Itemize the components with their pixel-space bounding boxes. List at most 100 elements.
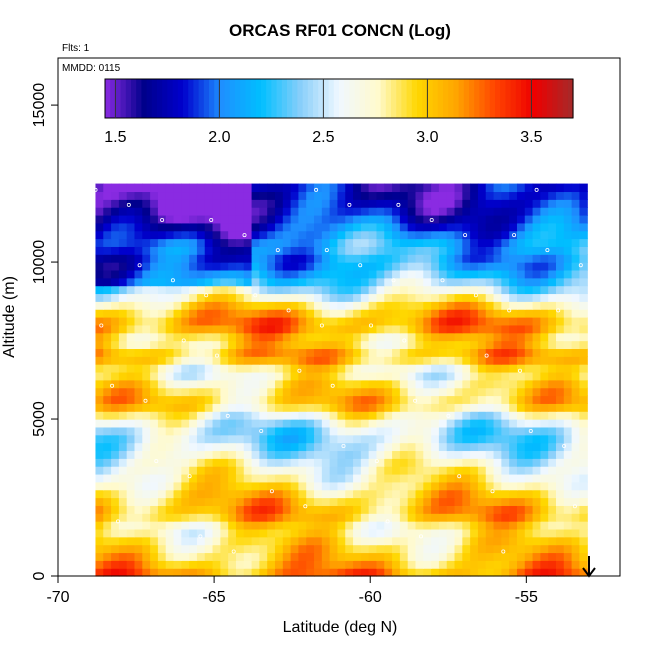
heatmap-cell <box>173 254 182 263</box>
heatmap-cell <box>376 356 385 365</box>
heatmap-cell <box>563 332 573 342</box>
heatmap-cell <box>290 309 300 318</box>
heatmap-cell <box>228 340 237 349</box>
heatmap-cell <box>516 230 526 240</box>
heatmap-cell <box>282 560 292 569</box>
heatmap-cell <box>509 332 518 342</box>
heatmap-cell <box>251 222 260 232</box>
heatmap-cell <box>446 301 456 310</box>
heatmap-cell <box>103 364 112 373</box>
heatmap-cell <box>392 450 401 459</box>
heatmap-cell <box>251 426 260 436</box>
heatmap-cell <box>501 411 510 420</box>
heatmap-cell <box>353 254 362 263</box>
heatmap-cell <box>532 395 541 404</box>
heatmap-cell <box>345 419 354 428</box>
heatmap-cell <box>493 560 502 569</box>
heatmap-cell <box>462 528 471 538</box>
heatmap-cell <box>282 214 292 224</box>
heatmap-cell <box>321 560 331 569</box>
heatmap-cell <box>204 387 214 397</box>
heatmap-cell <box>353 528 362 538</box>
heatmap-cell <box>415 497 424 506</box>
heatmap-cell <box>392 505 401 514</box>
heatmap-cell <box>95 434 104 444</box>
heatmap-cell <box>267 481 276 491</box>
heatmap-cell <box>306 199 315 208</box>
heatmap-cell <box>399 411 409 420</box>
heatmap-cell <box>431 403 440 412</box>
heatmap-cell <box>118 505 128 514</box>
heatmap-cell <box>509 450 518 459</box>
heatmap-cell <box>220 309 229 318</box>
heatmap-cell <box>431 301 440 310</box>
heatmap-cell <box>423 183 432 193</box>
heatmap-cell <box>157 489 167 499</box>
heatmap-cell <box>142 214 151 224</box>
heatmap-cell <box>360 277 370 287</box>
heatmap-cell <box>415 317 424 326</box>
heatmap-cell <box>431 332 440 342</box>
heatmap-cell <box>399 458 409 467</box>
heatmap-cell <box>189 489 198 499</box>
heatmap-cell <box>462 301 471 310</box>
heatmap-cell <box>298 309 307 318</box>
heatmap-cell <box>290 207 300 216</box>
heatmap-cell <box>493 434 502 444</box>
heatmap-cell <box>360 481 370 491</box>
colorbar-swatch <box>505 79 512 118</box>
heatmap-cell <box>282 481 292 491</box>
heatmap-cell <box>415 285 424 295</box>
heatmap-cell <box>485 246 495 255</box>
heatmap-cell <box>111 269 120 279</box>
heatmap-cell <box>189 317 198 326</box>
heatmap-cell <box>477 222 487 232</box>
heatmap-cell <box>228 199 237 208</box>
heatmap-cell <box>516 489 526 499</box>
heatmap-cell <box>111 513 120 522</box>
heatmap-cell <box>532 301 541 310</box>
heatmap-cell <box>314 269 323 279</box>
heatmap-cell <box>509 434 518 444</box>
heatmap-cell <box>314 395 323 404</box>
heatmap-cell <box>462 356 471 365</box>
heatmap-cell <box>314 277 323 287</box>
colorbar-swatch <box>510 79 517 118</box>
heatmap-cell <box>540 568 549 577</box>
heatmap-cell <box>165 246 175 255</box>
heatmap-cell <box>423 364 432 373</box>
heatmap-cell <box>353 442 362 452</box>
heatmap-cell <box>345 403 354 412</box>
heatmap-cell <box>384 301 393 310</box>
heatmap-cell <box>462 395 471 404</box>
heatmap-cell <box>118 230 128 240</box>
heatmap-cell <box>360 222 370 232</box>
colorbar-swatch <box>250 79 257 118</box>
heatmap-cell <box>134 450 143 459</box>
heatmap-cell <box>181 473 190 483</box>
heatmap-cell <box>345 536 354 546</box>
heatmap-cell <box>477 505 487 514</box>
heatmap-cell <box>228 364 237 373</box>
heatmap-cell <box>501 371 510 381</box>
heatmap-cell <box>243 395 253 404</box>
heatmap-cell <box>384 552 393 561</box>
heatmap-cell <box>516 269 526 279</box>
heatmap-cell <box>142 324 151 334</box>
heatmap-cell <box>267 332 276 342</box>
heatmap-cell <box>524 301 534 310</box>
heatmap-cell <box>454 371 463 381</box>
heatmap-cell <box>555 379 565 389</box>
heatmap-cell <box>462 505 471 514</box>
heatmap-cell <box>571 324 581 334</box>
heatmap-cell <box>353 301 362 310</box>
heatmap-cell <box>290 497 300 506</box>
heatmap-cell <box>189 411 198 420</box>
heatmap-cell <box>95 324 104 334</box>
heatmap-cell <box>142 238 151 247</box>
heatmap-cell <box>157 277 167 287</box>
heatmap-cell <box>392 356 401 365</box>
heatmap-cell <box>243 426 253 436</box>
heatmap-cell <box>360 309 370 318</box>
heatmap-cell <box>189 505 198 514</box>
